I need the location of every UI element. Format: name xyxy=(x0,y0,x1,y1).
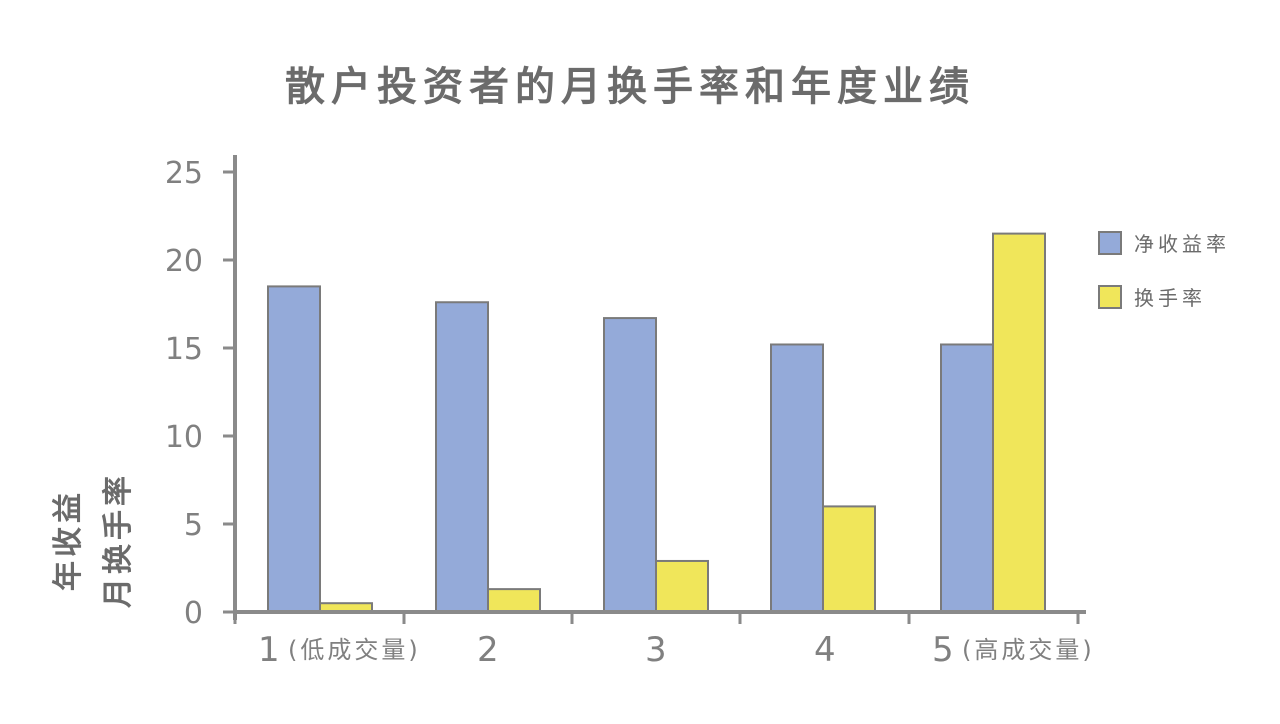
legend-label-2: 换手率 xyxy=(1134,286,1206,310)
legend-swatch-1 xyxy=(1098,231,1122,255)
x-tick-sublabel-5: (高成交量) xyxy=(962,636,1095,664)
x-tick-sublabel-1: (低成交量) xyxy=(288,636,421,664)
y-axis-label-line-1: 年收益 xyxy=(51,489,86,591)
y-axis-label-line-2: 月换手率 xyxy=(101,472,136,608)
bar-net-return-1 xyxy=(267,285,321,613)
x-labels-group: 1 (低成交量) 2 3 4 5 (高成交量) xyxy=(258,630,1095,670)
bar-net-return-3 xyxy=(603,317,657,613)
y-tick-label-10: 10 xyxy=(165,420,203,455)
y-ticks-group: 0 5 10 15 20 25 xyxy=(165,156,235,631)
axes-group xyxy=(233,155,1086,624)
bar-turnover-2 xyxy=(487,588,541,613)
y-tick-label-15: 15 xyxy=(165,332,203,367)
bar-net-return-4 xyxy=(770,343,824,613)
legend-swatch-2 xyxy=(1098,285,1122,309)
x-tick-label-1: 1 xyxy=(258,630,280,670)
bar-net-return-5 xyxy=(940,343,994,613)
y-tick-label-0: 0 xyxy=(184,596,203,631)
y-axis-label: 年收益 月换手率 xyxy=(51,472,136,608)
x-tick-label-3: 3 xyxy=(645,630,667,670)
y-tick-label-5: 5 xyxy=(184,508,203,543)
bars-group xyxy=(267,232,1046,614)
y-tick-label-20: 20 xyxy=(165,244,203,279)
legend-label-1: 净收益率 xyxy=(1134,232,1230,256)
bar-turnover-5 xyxy=(992,232,1046,613)
x-tick-label-4: 4 xyxy=(814,630,836,670)
bar-net-return-2 xyxy=(435,301,489,613)
bar-turnover-3 xyxy=(655,559,709,614)
x-tick-label-5: 5 xyxy=(932,630,954,670)
chart-title: 散户投资者的月换手率和年度业绩 xyxy=(285,64,975,110)
y-tick-label-25: 25 xyxy=(165,156,203,191)
x-tick-label-2: 2 xyxy=(477,630,499,670)
bar-turnover-4 xyxy=(822,505,876,613)
